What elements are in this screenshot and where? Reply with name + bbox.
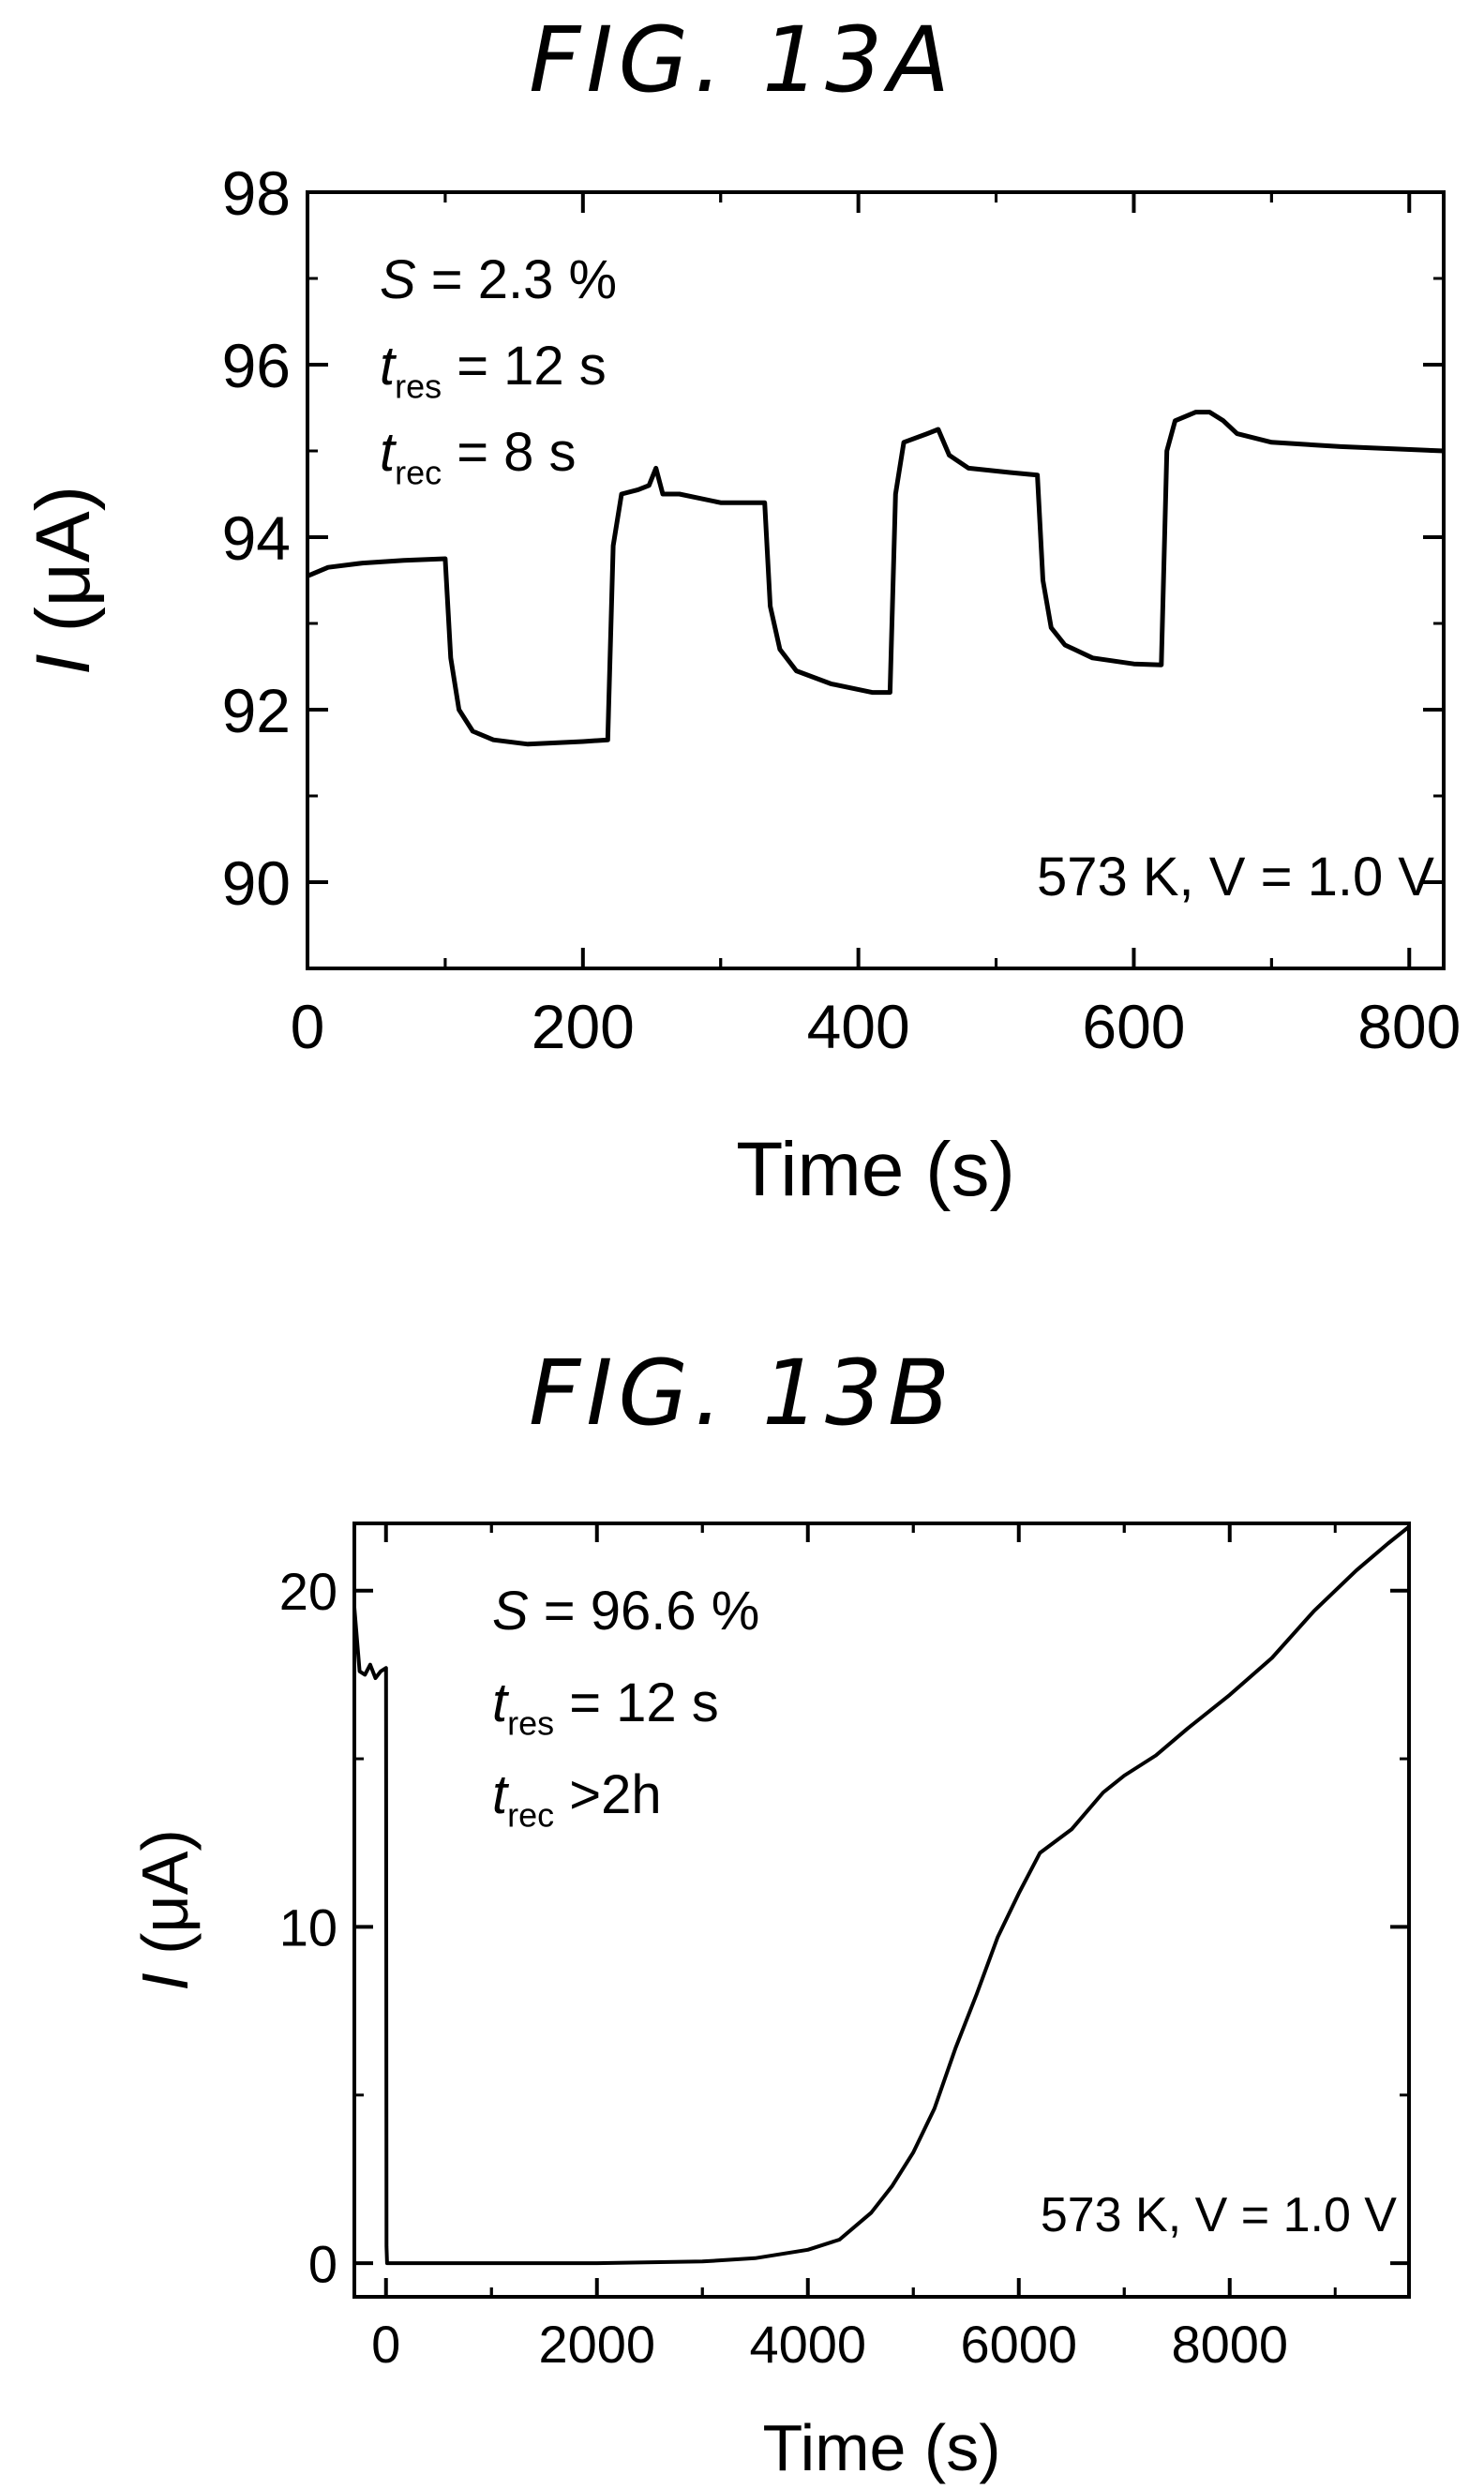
y-tick-label: 98 <box>222 158 291 228</box>
x-axis-label: Time (s) <box>736 1127 1015 1212</box>
current-trace-line <box>352 1525 1411 2266</box>
annotation-line: S = 2.3 % <box>380 249 617 310</box>
annotation-line: trec = 8 s <box>380 422 577 492</box>
y-tick-label: 10 <box>279 1898 337 1957</box>
chart-13a: 0 200 400 600 800 90 92 94 96 98 Time (s) I (μA) S =… <box>21 158 1461 1212</box>
annotation-value: = 2.3 % <box>416 249 617 310</box>
annotation-symbol: S <box>380 249 416 310</box>
y-tick-label: 20 <box>279 1562 337 1621</box>
y-axis-label-unit: (μA) <box>21 486 106 653</box>
x-tick-label: 4000 <box>749 2315 866 2374</box>
y-tick-label: 96 <box>222 331 291 400</box>
y-tick-label: 90 <box>222 848 291 918</box>
chart-13b: 0 2000 4000 6000 8000 0 10 20 Time (s) I (μA) S = … <box>128 1522 1411 2484</box>
annotation-symbol: t <box>380 336 397 397</box>
annotation-subscript: res <box>395 367 442 406</box>
condition-label: 573 K, V = 1.0 V <box>1041 2188 1397 2242</box>
y-tick-label: 94 <box>222 503 291 573</box>
annotation-line: tres = 12 s <box>492 1672 719 1743</box>
x-tick-label: 0 <box>371 2315 400 2374</box>
current-trace-line <box>307 410 1445 747</box>
x-tick-label: 6000 <box>960 2315 1077 2374</box>
annotation-symbol: t <box>492 1672 510 1733</box>
y-axis-label: I (μA) <box>21 486 106 675</box>
y-tick-label: 0 <box>308 2234 337 2293</box>
figure-title-13a: FIG. 13A <box>529 7 955 112</box>
annotation-value: = 96.6 % <box>529 1581 760 1642</box>
annotation-value: = 12 s <box>554 1672 719 1733</box>
annotation-line: tres = 12 s <box>380 336 607 406</box>
y-axis-label-symbol: I <box>128 1972 202 1990</box>
figure-title-13b: FIG. 13B <box>529 1341 955 1446</box>
x-tick-label: 600 <box>1082 992 1185 1061</box>
y-axis-label-symbol: I <box>21 653 106 675</box>
x-axis-label: Time (s) <box>762 2411 1000 2484</box>
condition-label: 573 K, V = 1.0 V <box>1037 847 1434 907</box>
annotation-symbol: t <box>380 422 397 483</box>
annotation-symbol: S <box>492 1581 529 1642</box>
plot-frame <box>306 190 1446 970</box>
x-tick-label: 8000 <box>1171 2315 1288 2374</box>
plot-frame <box>352 1522 1411 2299</box>
annotation-subscript: res <box>507 1704 554 1743</box>
x-tick-label: 400 <box>807 992 910 1061</box>
y-axis-label: I (μA) <box>128 1829 202 1991</box>
x-tick-label: 2000 <box>538 2315 655 2374</box>
x-tick-label: 800 <box>1357 992 1461 1061</box>
annotation-subscript: rec <box>395 454 442 492</box>
annotation-symbol: t <box>492 1764 510 1825</box>
annotation-value: = 8 s <box>442 422 576 483</box>
x-tick-label: 200 <box>532 992 635 1061</box>
annotation-line: S = 96.6 % <box>492 1581 759 1642</box>
x-tick-label: 0 <box>291 992 325 1061</box>
annotation-subscript: rec <box>507 1796 554 1835</box>
annotation-value: = 12 s <box>442 336 607 397</box>
y-tick-label: 92 <box>222 676 291 745</box>
annotation-line: trec >2h <box>492 1764 662 1835</box>
annotation-value: >2h <box>554 1764 662 1825</box>
y-axis-label-unit: (μA) <box>128 1829 202 1972</box>
